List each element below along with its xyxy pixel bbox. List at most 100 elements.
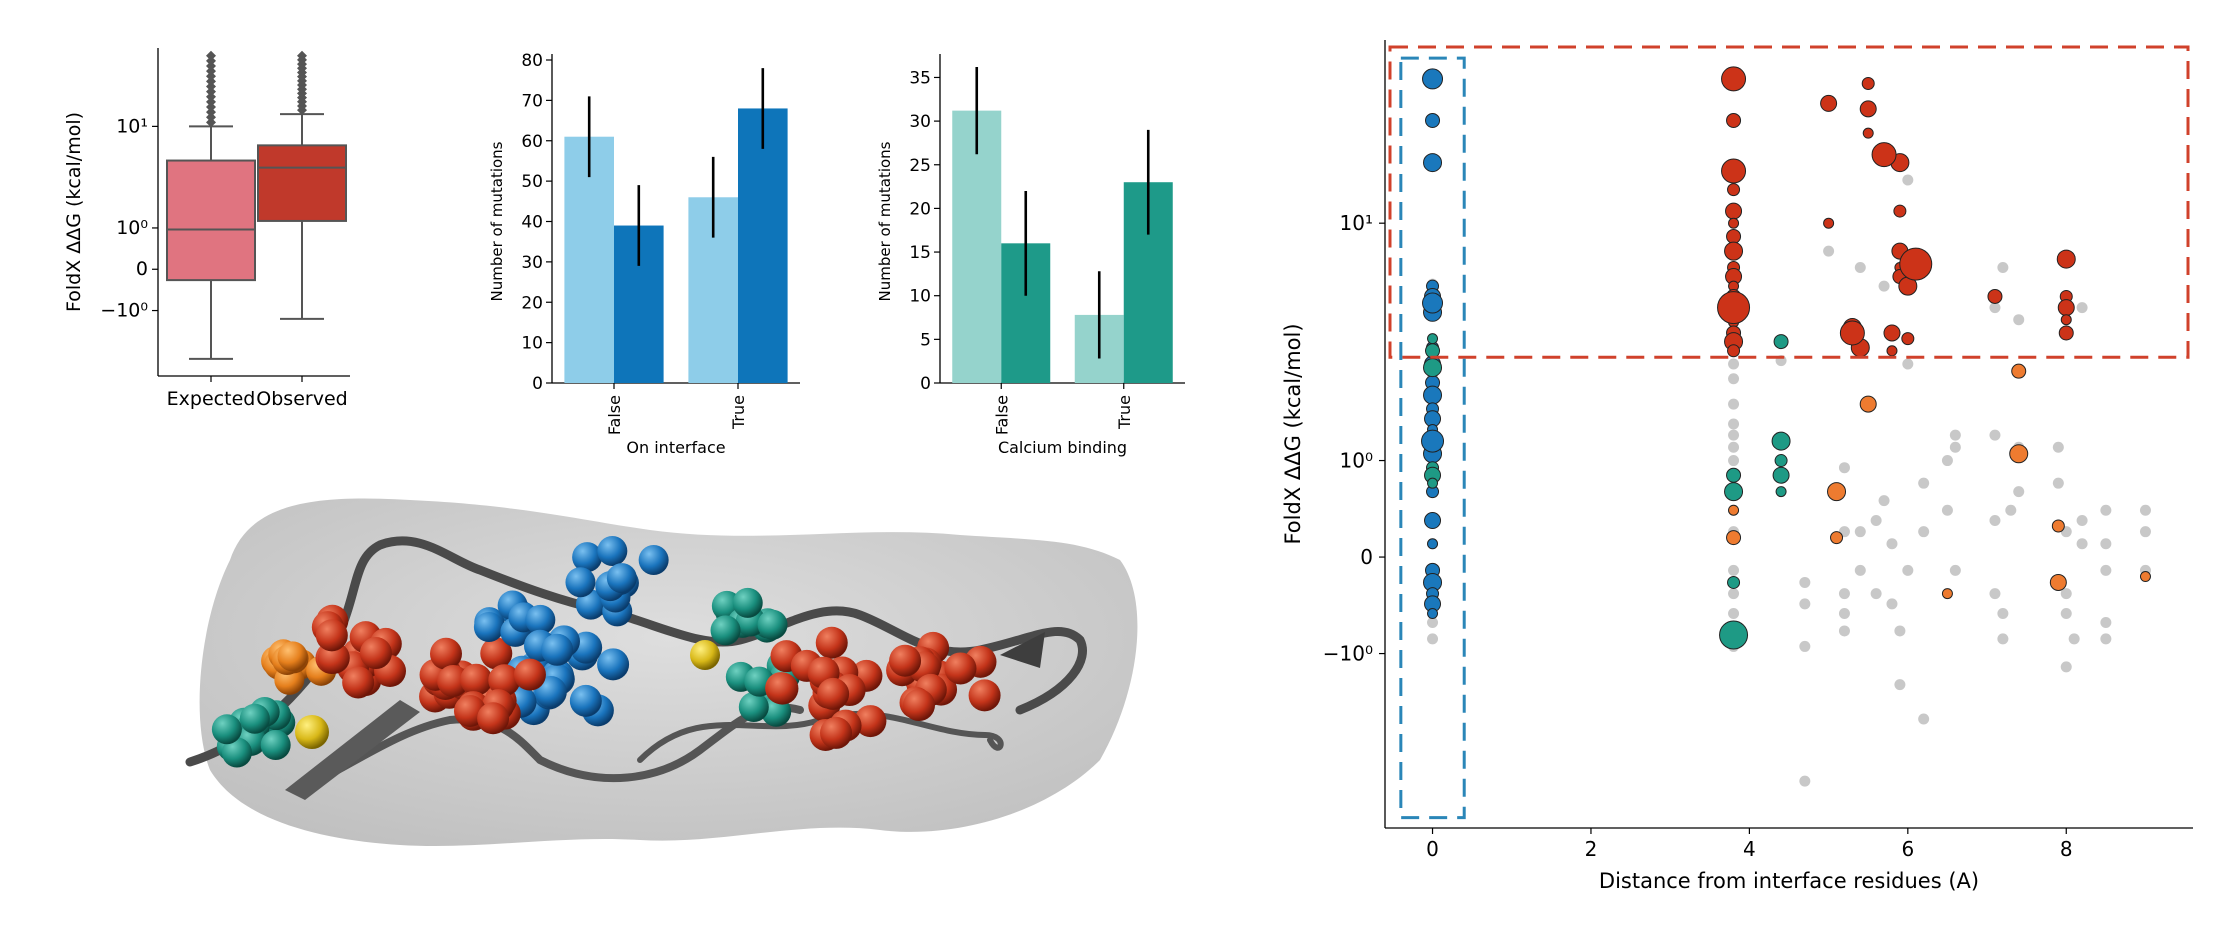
atom-sphere: [765, 672, 798, 705]
scatter-point-grey: [2139, 564, 2151, 576]
atom-sphere: [917, 631, 950, 664]
scatter-point-grey: [1918, 526, 1930, 538]
atom-sphere: [833, 674, 866, 707]
atom-sphere: [829, 709, 862, 742]
scatter-point-grey: [1799, 640, 1811, 652]
scatter-point-teal: [1772, 466, 1790, 484]
scatter-point-orange: [2051, 519, 2065, 533]
scatter-point-grey: [1427, 355, 1439, 367]
atom-sphere: [261, 645, 292, 676]
scatter-point-grey: [1918, 713, 1930, 725]
scatter-point-red: [1886, 345, 1898, 357]
scatter-point-grey: [1728, 564, 1740, 576]
scatter-point-grey: [2100, 564, 2112, 576]
atom-sphere: [429, 656, 462, 689]
box: [257, 144, 347, 222]
scatter-point-blue: [1425, 112, 1441, 128]
scatter-point-red: [1876, 147, 1892, 163]
atom-sphere: [790, 649, 823, 682]
scatter-point-grey: [1997, 633, 2009, 645]
bar: [688, 197, 738, 383]
scatter-point-grey: [1799, 576, 1811, 588]
atom-sphere: [268, 639, 299, 670]
scatter-point-blue: [1425, 433, 1441, 449]
outlier-point: [206, 61, 216, 72]
atom-sphere: [211, 714, 242, 745]
y-tick-label: −10⁰: [1323, 642, 1373, 666]
scatter-point-blue: [1427, 297, 1439, 309]
bar: [564, 136, 614, 383]
atom-sphere: [908, 651, 941, 684]
atom-sphere: [732, 604, 763, 635]
scatter-point-red: [1901, 332, 1915, 346]
atom-sphere: [295, 715, 329, 749]
atom-sphere: [506, 655, 539, 688]
atom-sphere: [317, 641, 350, 674]
atom-sphere: [903, 689, 936, 722]
scatter-point-grey: [1886, 598, 1898, 610]
sheet-arrow: [1000, 632, 1045, 668]
atom-sphere: [429, 637, 462, 670]
scatter-point-red: [1893, 204, 1907, 218]
scatter-point-grey: [1427, 576, 1439, 588]
atom-sphere: [342, 637, 375, 670]
scatter-point-teal: [1427, 333, 1439, 345]
scatter-point-orange: [1830, 531, 1844, 545]
scatter-point-grey: [1989, 588, 2001, 600]
atom-sphere: [453, 695, 486, 728]
scatter-point-grey: [2052, 477, 2064, 489]
atom-sphere: [569, 684, 602, 717]
y-tick-label: 20: [909, 199, 931, 219]
y-tick-label: 80: [521, 51, 543, 71]
scatter-point-grey: [1989, 429, 2001, 441]
atom-sphere: [547, 625, 580, 658]
outlier-point: [206, 102, 216, 113]
scatter-point-red: [1883, 324, 1901, 342]
scatter-point-grey: [1427, 403, 1439, 415]
scatter-point-red: [1727, 344, 1741, 358]
outlier-point: [297, 63, 307, 74]
atom-sphere: [809, 718, 842, 751]
scatter-point-grey: [1870, 588, 1882, 600]
atom-sphere: [429, 668, 462, 701]
atom-sphere: [850, 659, 883, 692]
scatter-point-red: [1717, 291, 1751, 325]
outlier-point: [206, 112, 216, 123]
atom-sphere: [447, 668, 480, 701]
scatter-point-red: [1987, 288, 2003, 304]
scatter-point-red: [1909, 257, 1923, 271]
scatter-point-grey: [1728, 608, 1740, 620]
atom-sphere: [261, 700, 292, 731]
scatter-point-grey: [1728, 455, 1740, 467]
atom-sphere: [690, 640, 720, 670]
atom-sphere: [430, 669, 463, 702]
bar: [1001, 243, 1051, 383]
highlight-box-red: [1388, 45, 2190, 359]
atom-sphere: [489, 671, 522, 704]
outlier-point: [206, 86, 216, 97]
atom-sphere: [445, 660, 478, 693]
scatter-point-blue: [1426, 485, 1440, 499]
scatter-point-grey: [1854, 564, 1866, 576]
scatter-point-red: [1844, 325, 1860, 341]
scatter-point-red: [1724, 241, 1744, 261]
x-tick-label: True: [1115, 395, 1134, 430]
scatter-point-grey: [1728, 486, 1740, 498]
atom-sphere: [236, 725, 267, 756]
outlier-point: [297, 54, 307, 65]
scatter-point-red: [1728, 280, 1740, 292]
atom-sphere: [277, 641, 308, 672]
scatter-point-grey: [1728, 327, 1740, 339]
scatter-point-grey: [1949, 564, 1961, 576]
scatter-point-red: [1727, 301, 1741, 315]
atom-sphere: [751, 677, 782, 708]
x-tick-label: 2: [1585, 837, 1598, 861]
outlier-point: [297, 100, 307, 111]
atom-sphere: [570, 631, 603, 664]
scatter-point-blue: [1427, 608, 1439, 620]
atom-sphere: [488, 697, 521, 730]
scatter-point-red: [1727, 261, 1741, 275]
scatter-point-teal: [1427, 477, 1439, 489]
scatter-point-orange: [1859, 395, 1877, 413]
